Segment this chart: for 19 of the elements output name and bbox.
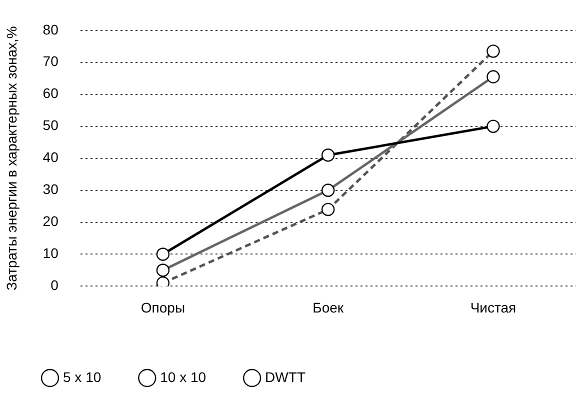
y-axis-title: Затраты энергии в характерных зонах,% (3, 26, 20, 290)
point (486, 120, 500, 133)
point (156, 248, 170, 261)
legend-label: DWTT (265, 368, 306, 385)
y-tick-label: 70 (42, 53, 59, 70)
y-tick-label: 80 (42, 21, 59, 38)
legend-label: 10 x 10 (160, 368, 206, 385)
y-tick-label: 20 (42, 213, 59, 230)
y-tick-label: 30 (42, 181, 59, 198)
y-tick-label: 50 (42, 117, 59, 134)
legend-label: 5 x 10 (63, 368, 102, 385)
y-tick-label: 60 (42, 85, 59, 102)
x-tick-label: Чистая (470, 299, 516, 316)
x-tick-label: Боек (312, 299, 344, 316)
y-tick-label: 40 (42, 149, 59, 166)
point (321, 148, 335, 162)
y-tick-label: 0 (50, 277, 59, 294)
y-tick-label: 10 (42, 245, 59, 262)
x-tick-label: Опоры (140, 299, 185, 316)
